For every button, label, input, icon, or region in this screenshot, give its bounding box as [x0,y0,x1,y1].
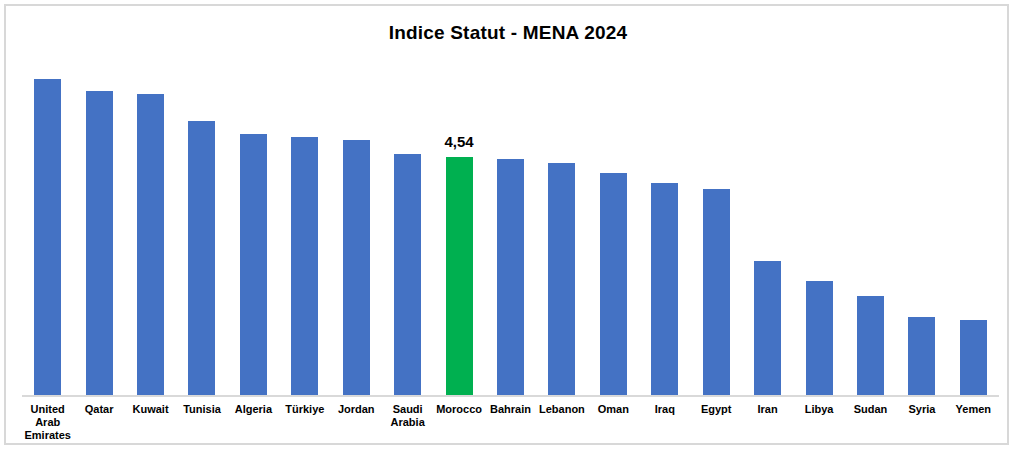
bar-column-oman [588,50,639,395]
bar-saudi-arabia [394,154,421,395]
bar-column-egypt [690,50,741,395]
x-label-cell-united-arab-emirates: United Arab Emirates [22,403,73,442]
x-label-kuwait: Kuwait [133,403,169,416]
bar-kuwait [137,94,164,395]
x-label-cell-morocco: Morocco [433,403,484,416]
bar-morocco [446,157,473,395]
x-label-qatar: Qatar [85,403,114,416]
bar-algeria [240,134,267,395]
bar-column-bahrain [485,50,536,395]
data-label-morocco: 4,54 [444,134,473,149]
chart-canvas: Indice Statut - MENA 2024 4,54 United Ar… [0,0,1016,454]
x-label-libya: Libya [805,403,834,416]
bar-column-libya [793,50,844,395]
x-label-cell-qatar: Qatar [73,403,124,416]
x-label-iran: Iran [758,403,778,416]
x-label-cell-iraq: Iraq [639,403,690,416]
x-label-bahrain: Bahrain [490,403,531,416]
x-label-cell-saudi-arabia: Saudi Arabia [382,403,433,429]
x-label-saudi-arabia: Saudi Arabia [382,403,433,429]
x-label-iraq: Iraq [655,403,675,416]
bar-sudan [857,296,884,395]
x-label-t-rkiye: Türkiye [285,403,324,416]
bar-column-saudi-arabia [382,50,433,395]
bar-united-arab-emirates [34,79,61,395]
bar-column-yemen [948,50,999,395]
bar-lebanon [548,163,575,395]
bar-column-iran [742,50,793,395]
x-label-cell-lebanon: Lebanon [536,403,587,416]
bar-column-lebanon [536,50,587,395]
x-label-algeria: Algeria [235,403,272,416]
bar-column-united-arab-emirates [22,50,73,395]
bar-column-morocco: 4,54 [433,50,484,395]
bar-column-kuwait [125,50,176,395]
bar-oman [600,173,627,395]
x-label-cell-syria: Syria [896,403,947,416]
x-axis-line [22,395,999,397]
bar-jordan [343,140,370,395]
x-label-cell-t-rkiye: Türkiye [279,403,330,416]
bar-iraq [651,183,678,395]
bar-iran [754,261,781,395]
bar-libya [806,281,833,395]
bar-column-tunisia [176,50,227,395]
x-label-cell-libya: Libya [793,403,844,416]
x-label-cell-kuwait: Kuwait [125,403,176,416]
x-label-lebanon: Lebanon [539,403,585,416]
bar-column-qatar [73,50,124,395]
chart-title: Indice Statut - MENA 2024 [0,22,1016,44]
x-label-yemen: Yemen [956,403,991,416]
x-label-oman: Oman [598,403,629,416]
x-label-cell-bahrain: Bahrain [485,403,536,416]
bar-qatar [86,91,113,395]
x-label-cell-yemen: Yemen [948,403,999,416]
bar-bahrain [497,159,524,395]
bar-column-jordan [331,50,382,395]
bar-syria [908,317,935,395]
bar-column-iraq [639,50,690,395]
bar-yemen [960,320,987,395]
bar-t-rkiye [291,137,318,395]
x-label-cell-oman: Oman [588,403,639,416]
x-label-egypt: Egypt [701,403,732,416]
bar-tunisia [188,121,215,395]
x-label-tunisia: Tunisia [183,403,221,416]
x-label-syria: Syria [908,403,935,416]
x-label-morocco: Morocco [436,403,482,416]
bar-egypt [703,189,730,395]
x-label-cell-jordan: Jordan [331,403,382,416]
x-label-cell-tunisia: Tunisia [176,403,227,416]
bar-column-syria [896,50,947,395]
x-label-jordan: Jordan [338,403,375,416]
x-label-united-arab-emirates: United Arab Emirates [22,403,73,442]
bar-column-t-rkiye [279,50,330,395]
bar-column-sudan [845,50,896,395]
x-label-cell-egypt: Egypt [690,403,741,416]
x-label-cell-iran: Iran [742,403,793,416]
x-label-cell-algeria: Algeria [228,403,279,416]
x-label-cell-sudan: Sudan [845,403,896,416]
x-axis-labels: United Arab Emirates Qatar Kuwait Tunisia Al… [22,403,999,442]
x-label-sudan: Sudan [854,403,888,416]
plot-area: 4,54 [22,50,999,395]
bar-column-algeria [228,50,279,395]
